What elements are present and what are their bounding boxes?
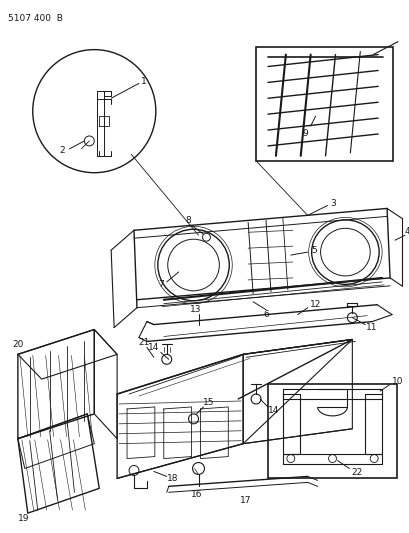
Text: 7: 7 (157, 280, 163, 289)
Text: 12: 12 (309, 300, 321, 309)
Text: 22: 22 (351, 468, 362, 477)
Text: 19: 19 (18, 514, 29, 523)
Text: 15: 15 (202, 399, 213, 407)
Text: 4: 4 (404, 227, 409, 236)
Text: 6: 6 (263, 310, 268, 319)
Text: 1: 1 (141, 77, 146, 86)
Text: 2: 2 (60, 147, 65, 155)
Text: 3: 3 (330, 199, 335, 208)
Text: 20: 20 (12, 340, 23, 349)
Text: 10: 10 (391, 377, 402, 386)
Text: 16: 16 (190, 490, 202, 499)
Text: 14: 14 (267, 407, 279, 415)
Text: 21: 21 (138, 338, 149, 347)
Text: 5: 5 (311, 246, 317, 255)
Bar (267, 384, 396, 479)
Text: 14: 14 (148, 343, 159, 352)
Bar (256, 47, 392, 161)
Text: 17: 17 (240, 496, 251, 505)
Text: 8: 8 (185, 216, 191, 225)
Text: 9: 9 (302, 130, 308, 139)
Text: 5107 400  B: 5107 400 B (8, 14, 63, 23)
Text: 13: 13 (189, 305, 201, 314)
Text: 11: 11 (366, 323, 377, 332)
Text: 18: 18 (166, 474, 178, 483)
